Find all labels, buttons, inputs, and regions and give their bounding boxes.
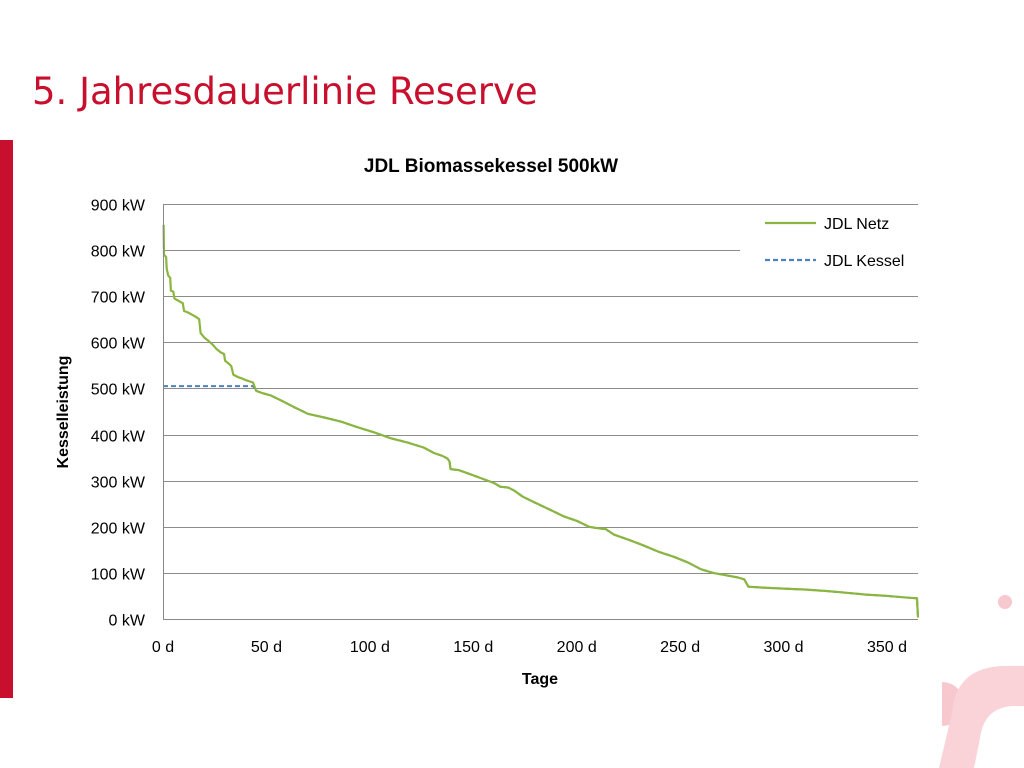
y-tick-label: 300 kW xyxy=(91,475,146,492)
y-tick-label: 0 kW xyxy=(109,613,146,630)
x-tick-label: 0 d xyxy=(152,639,174,656)
y-tick-label: 900 kW xyxy=(91,198,146,215)
series-line-jdl-kessel xyxy=(163,385,919,618)
y-tick-label: 700 kW xyxy=(91,290,146,307)
x-tick-labels: 0 d 50 d 100 d 150 d 200 d 250 d 300 d 350 d xyxy=(152,639,907,656)
y-tick-labels: 0 kW 100 kW 200 kW 300 kW 400 kW 500 kW 600 kW… xyxy=(91,198,146,630)
legend-label: JDL Kessel xyxy=(824,253,904,270)
x-tick-label: 150 d xyxy=(453,639,493,656)
legend: JDL Netz JDL Kessel xyxy=(765,216,904,270)
legend-background xyxy=(740,206,918,284)
decorative-logo-shapes xyxy=(939,595,1024,768)
y-tick-label: 100 kW xyxy=(91,567,146,584)
y-tick-label: 600 kW xyxy=(91,336,146,353)
x-tick-label: 350 d xyxy=(867,639,907,656)
series-line-jdl-netz xyxy=(162,224,920,618)
x-tick-label: 50 d xyxy=(251,639,282,656)
y-tick-label: 500 kW xyxy=(91,382,146,399)
x-tick-label: 200 d xyxy=(557,639,597,656)
series-lines xyxy=(162,224,920,618)
y-tick-label: 400 kW xyxy=(91,429,146,446)
x-axis-label: Tage xyxy=(522,671,558,688)
legend-label: JDL Netz xyxy=(824,216,889,233)
chart-title: JDL Biomassekessel 500kW xyxy=(364,156,618,177)
grid-lines xyxy=(163,204,918,574)
y-tick-label: 800 kW xyxy=(91,244,146,261)
x-tick-label: 100 d xyxy=(350,639,390,656)
y-axis-label: Kesselleistung xyxy=(55,356,72,469)
accent-bar xyxy=(0,140,13,698)
y-tick-label: 200 kW xyxy=(91,521,146,538)
x-tick-label: 300 d xyxy=(764,639,804,656)
slide-title: 5. Jahresdauerlinie Reserve xyxy=(32,70,538,113)
x-tick-label: 250 d xyxy=(660,639,700,656)
